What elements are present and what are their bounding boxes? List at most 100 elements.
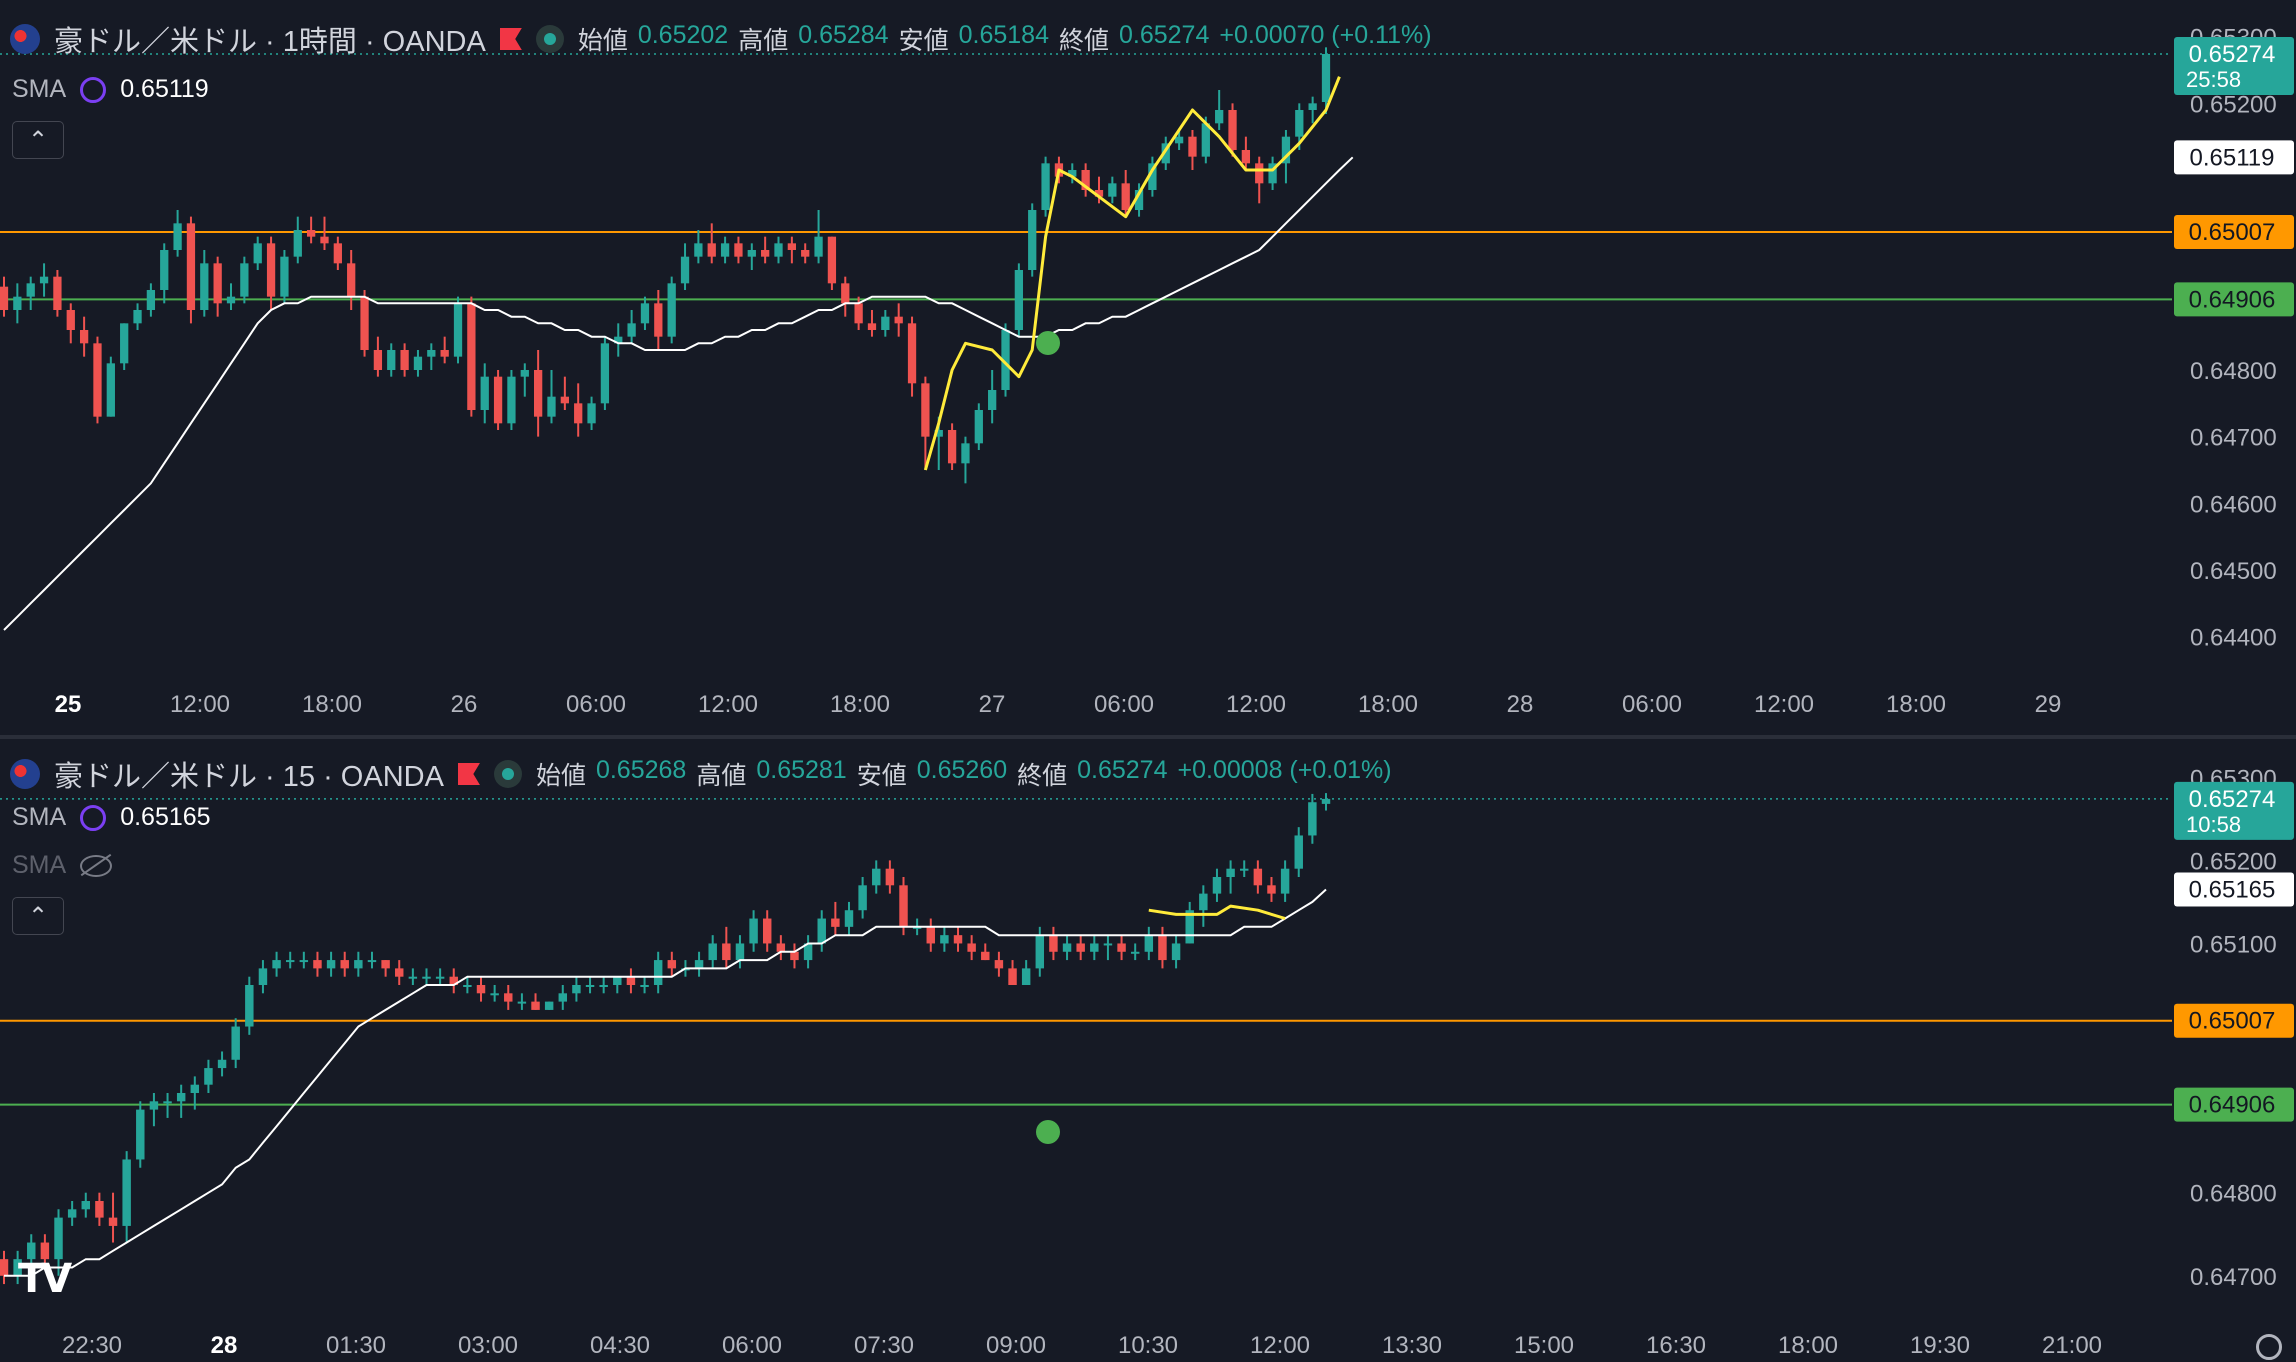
candle-body	[587, 403, 596, 424]
candle-body	[1161, 143, 1170, 164]
gear-icon[interactable]	[2256, 1334, 2282, 1360]
candle-body	[467, 303, 476, 410]
candle-body	[520, 370, 529, 377]
price-tick-label: 0.65200	[2190, 848, 2277, 875]
candle-body	[133, 310, 142, 324]
candle-body	[817, 918, 826, 944]
candle-body	[761, 250, 770, 257]
collapse-legend-button[interactable]: ⌃	[12, 121, 64, 159]
time-tick-label: 13:30	[1382, 1332, 1442, 1359]
high-label: 高値	[738, 27, 789, 55]
sma-indicator-legend[interactable]: SMA 0.65165	[12, 803, 211, 832]
candle-body	[122, 1159, 131, 1226]
time-tick-label: 09:00	[986, 1332, 1046, 1359]
symbol-title[interactable]: 豪ドル／米ドル · 1時間 · OANDA	[54, 26, 486, 58]
candle-body	[217, 1059, 227, 1069]
time-tick-label: 06:00	[1622, 691, 1682, 718]
candle-body	[1294, 835, 1303, 869]
candle-body	[1212, 877, 1222, 894]
candle-body	[940, 935, 949, 944]
candle-body	[408, 976, 418, 979]
time-tick-label: 22:30	[62, 1332, 122, 1359]
candle-body	[967, 943, 976, 952]
candle-body	[926, 926, 935, 944]
candle-body	[787, 243, 796, 250]
candle-body	[266, 243, 276, 297]
sma-value: 0.65119	[120, 75, 209, 103]
line-price-tag-bg	[2174, 1003, 2294, 1038]
candle-body	[1130, 951, 1140, 954]
price-tick-label: 0.64700	[2190, 425, 2277, 452]
trend-drawing	[1148, 904, 1286, 920]
collapse-legend-button[interactable]: ⌃	[12, 897, 64, 935]
sma-value: 0.65165	[120, 803, 211, 831]
candle-body	[614, 336, 623, 344]
candle-body	[1108, 183, 1117, 197]
chart-pane-15m[interactable]: 0.65300 0.65200 0.65100 0.64800 0.64700 22:30…	[0, 739, 2296, 1362]
line-price-tag: 0.64906	[2189, 286, 2276, 313]
candle-body	[1240, 868, 1249, 871]
candle-body	[627, 323, 636, 337]
chevron-up-icon: ⌃	[27, 126, 49, 154]
candle-body	[1094, 190, 1104, 197]
time-tick-label: 12:00	[1754, 691, 1814, 718]
candle-body	[1049, 935, 1058, 952]
hidden-eye-icon[interactable]	[80, 854, 113, 877]
candle-body	[912, 926, 922, 929]
last-price-tag: 0.65274	[2189, 786, 2276, 813]
time-tick-label: 26	[451, 691, 478, 718]
candle-body	[163, 1101, 172, 1104]
candle-body	[136, 1109, 145, 1160]
candle-body	[1174, 136, 1184, 144]
candle-body	[1035, 935, 1045, 969]
candle-body	[186, 223, 196, 310]
low-label: 安値	[898, 27, 949, 55]
high-value: 0.65284	[798, 21, 889, 49]
candle-body	[653, 960, 663, 985]
chart-canvas-1h[interactable]: 0.653000.652000.648000.647000.646000.645…	[0, 0, 2296, 735]
candle-body	[534, 370, 543, 417]
line-price-tag: 0.65007	[2189, 219, 2276, 246]
pane-divider[interactable]	[0, 735, 2296, 739]
candle-body	[95, 1201, 104, 1218]
sma-name: SMA	[12, 75, 67, 103]
low-label: 安値	[856, 762, 907, 790]
last-price-tag-countdown: 10:58	[2186, 812, 2241, 837]
candle-body	[463, 985, 472, 987]
candle-body	[585, 985, 595, 987]
candle-body	[146, 290, 156, 310]
candle-body	[333, 243, 342, 264]
candle-body	[1090, 943, 1099, 952]
sma2-name: SMA	[12, 851, 67, 879]
candle-body	[367, 960, 377, 963]
candle-body	[1103, 943, 1113, 946]
candle-body	[422, 976, 431, 979]
candle-body	[306, 230, 316, 237]
open-value: 0.65268	[595, 756, 687, 784]
line-price-tag: 0.65007	[2189, 1008, 2276, 1035]
candle-body	[480, 376, 489, 410]
time-tick-label: 06:00	[566, 691, 626, 718]
loading-icon	[80, 76, 107, 103]
chart-canvas-15m[interactable]: 0.653000.652000.651000.648000.6470022:30…	[0, 739, 2296, 1362]
symbol-title[interactable]: 豪ドル／米ドル · 15 · OANDA	[54, 761, 444, 793]
time-tick-label: 12:00	[1226, 691, 1286, 718]
candle-body	[313, 960, 322, 969]
open-label: 始値	[577, 27, 628, 55]
symbol-legend: 豪ドル／米ドル · 15 · OANDA 始値 0.65268 高値 0.65281…	[10, 753, 1392, 795]
candle-body	[285, 960, 295, 963]
time-tick-label: 12:00	[698, 691, 758, 718]
candle-body	[680, 256, 690, 284]
candle-body	[1199, 893, 1208, 911]
candle-body	[490, 993, 499, 996]
candle-body	[120, 323, 129, 364]
sma-indicator-legend[interactable]: SMA 0.65119	[12, 75, 209, 104]
chart-pane-1h[interactable]: 0.653000.652000.648000.647000.646000.645…	[0, 0, 2296, 735]
sma2-indicator-legend[interactable]: SMA	[12, 851, 113, 880]
candle-body	[858, 885, 867, 911]
time-tick-label: 18:00	[302, 691, 362, 718]
candle-body	[272, 960, 281, 969]
time-tick-label: 29	[2035, 691, 2062, 718]
candle-body	[762, 918, 772, 944]
candle-body	[774, 243, 783, 257]
